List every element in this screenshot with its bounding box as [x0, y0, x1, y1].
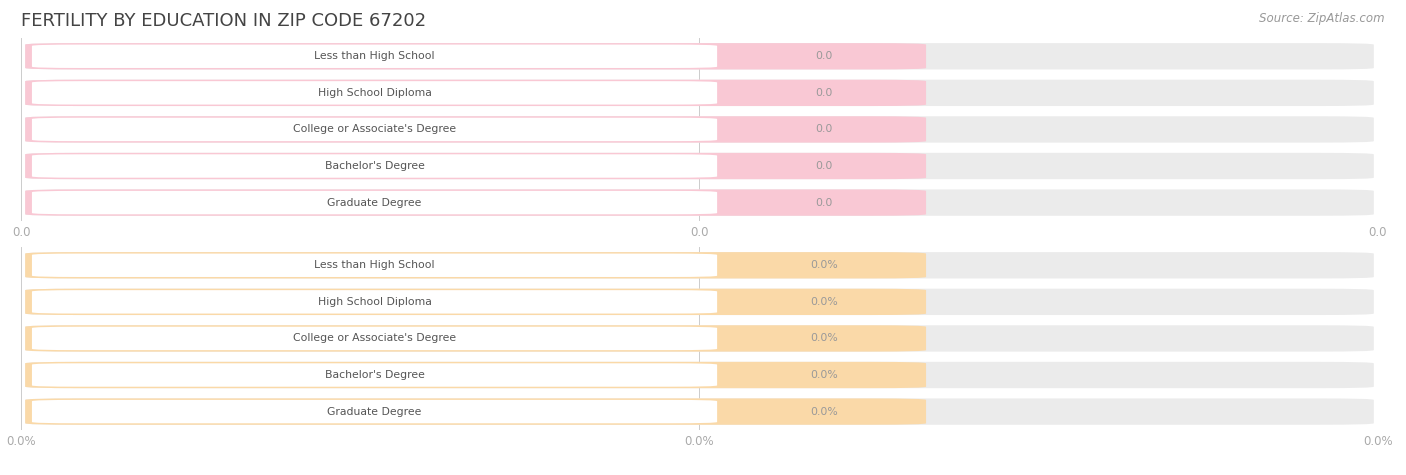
Text: Less than High School: Less than High School — [315, 260, 434, 270]
FancyBboxPatch shape — [25, 362, 1374, 388]
Text: 0.0: 0.0 — [815, 161, 832, 171]
Text: 0.0: 0.0 — [815, 51, 832, 61]
FancyBboxPatch shape — [32, 327, 717, 350]
Text: Graduate Degree: Graduate Degree — [328, 198, 422, 208]
Text: 0.0%: 0.0% — [810, 260, 838, 270]
Text: Graduate Degree: Graduate Degree — [328, 407, 422, 417]
Text: 0.0: 0.0 — [815, 88, 832, 98]
FancyBboxPatch shape — [32, 363, 717, 387]
FancyBboxPatch shape — [25, 116, 1374, 142]
Text: Source: ZipAtlas.com: Source: ZipAtlas.com — [1260, 12, 1385, 25]
Text: College or Associate's Degree: College or Associate's Degree — [292, 124, 456, 134]
FancyBboxPatch shape — [25, 289, 927, 315]
FancyBboxPatch shape — [25, 190, 1374, 216]
FancyBboxPatch shape — [32, 191, 717, 214]
Text: 0.0%: 0.0% — [810, 297, 838, 307]
FancyBboxPatch shape — [25, 325, 927, 352]
FancyBboxPatch shape — [32, 254, 717, 277]
Text: FERTILITY BY EDUCATION IN ZIP CODE 67202: FERTILITY BY EDUCATION IN ZIP CODE 67202 — [21, 12, 426, 30]
Text: Less than High School: Less than High School — [315, 51, 434, 61]
Text: High School Diploma: High School Diploma — [318, 88, 432, 98]
Text: 0.0: 0.0 — [815, 198, 832, 208]
Text: Bachelor's Degree: Bachelor's Degree — [325, 161, 425, 171]
FancyBboxPatch shape — [32, 154, 717, 178]
FancyBboxPatch shape — [25, 116, 927, 142]
FancyBboxPatch shape — [25, 80, 1374, 106]
FancyBboxPatch shape — [25, 190, 927, 216]
FancyBboxPatch shape — [25, 252, 1374, 278]
FancyBboxPatch shape — [25, 399, 927, 425]
FancyBboxPatch shape — [25, 43, 927, 69]
FancyBboxPatch shape — [25, 153, 927, 179]
FancyBboxPatch shape — [25, 43, 1374, 69]
Text: 0.0%: 0.0% — [810, 370, 838, 380]
FancyBboxPatch shape — [25, 252, 927, 278]
Text: 0.0%: 0.0% — [810, 333, 838, 343]
FancyBboxPatch shape — [25, 325, 1374, 352]
FancyBboxPatch shape — [25, 362, 927, 388]
FancyBboxPatch shape — [25, 399, 1374, 425]
Text: College or Associate's Degree: College or Associate's Degree — [292, 333, 456, 343]
FancyBboxPatch shape — [32, 118, 717, 141]
FancyBboxPatch shape — [32, 400, 717, 423]
FancyBboxPatch shape — [32, 45, 717, 68]
Text: Bachelor's Degree: Bachelor's Degree — [325, 370, 425, 380]
FancyBboxPatch shape — [32, 290, 717, 314]
Text: 0.0%: 0.0% — [810, 407, 838, 417]
FancyBboxPatch shape — [32, 81, 717, 104]
Text: High School Diploma: High School Diploma — [318, 297, 432, 307]
FancyBboxPatch shape — [25, 289, 1374, 315]
FancyBboxPatch shape — [25, 153, 1374, 179]
Text: 0.0: 0.0 — [815, 124, 832, 134]
FancyBboxPatch shape — [25, 80, 927, 106]
